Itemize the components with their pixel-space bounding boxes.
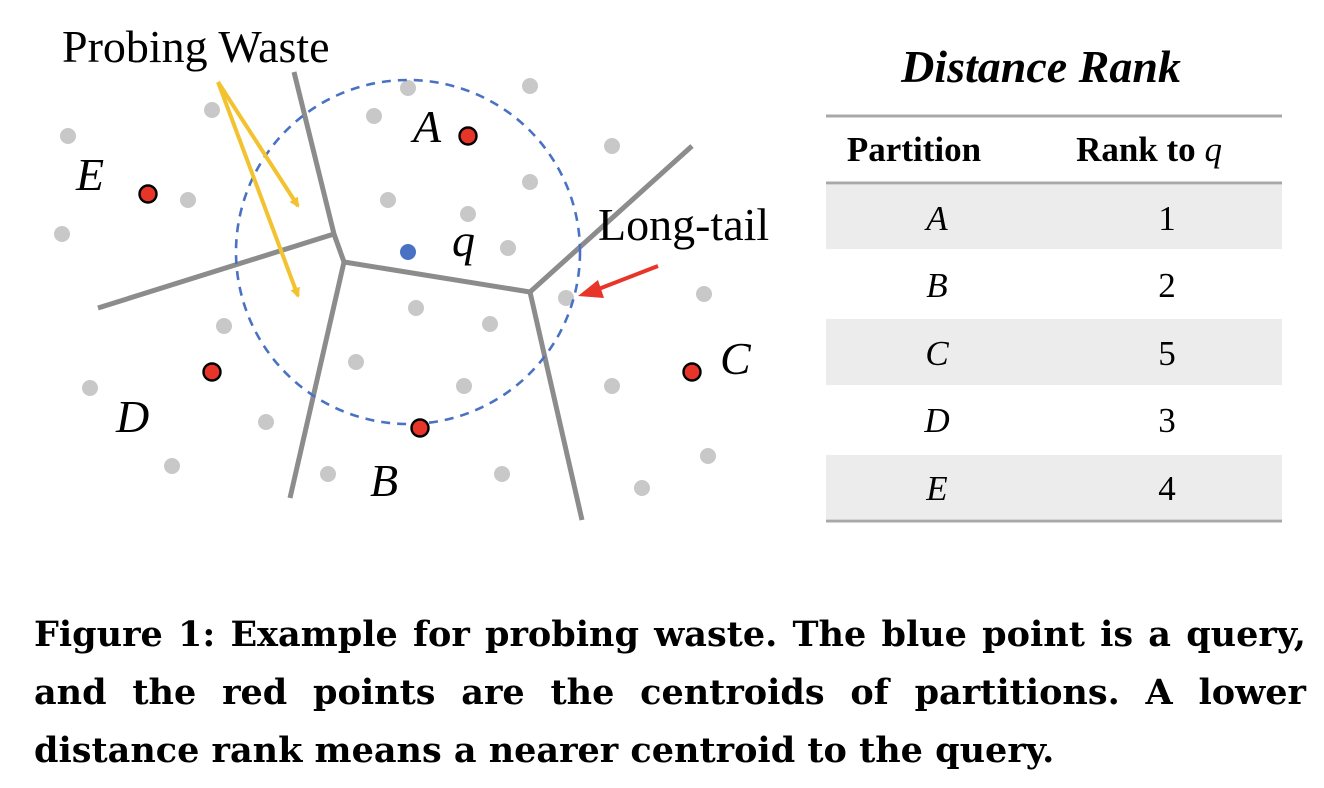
boundary-line [97,231,335,311]
long-tail-arrow [578,264,659,298]
table-title: Distance Rank [900,41,1181,92]
probing-waste-arrow [216,80,300,208]
probing-waste-arrows [216,80,300,298]
boundary-line [528,144,694,294]
data-point [348,354,364,370]
data-point [634,480,650,496]
centroid-c [682,362,702,382]
data-point [258,414,274,430]
header-rank: Rank to q [1076,130,1222,169]
row-a-rank: 1 [1158,199,1176,238]
data-point [54,226,70,242]
data-point [320,466,336,482]
probing-waste-label: Probing Waste [62,21,330,72]
row-d-partition: D [923,401,949,440]
figure-caption: Figure 1: Example for probing waste. The… [34,614,1306,771]
query-label: q [452,215,475,266]
data-point [558,290,574,306]
partition-label-a: A [410,101,442,152]
probing-waste-figure: A E D C B q Probing Waste Long-tail Dist… [54,21,1282,523]
row-c-rank: 5 [1158,334,1176,373]
data-point [82,380,98,396]
search-radius-circle [234,78,582,426]
long-tail-label: Long-tail [598,199,769,250]
partition-label-c: C [720,333,752,384]
data-point [164,458,180,474]
boundary-line [287,261,347,499]
data-point [180,192,196,208]
row-shade [826,455,1282,519]
data-point [522,78,538,94]
row-d-rank: 3 [1158,401,1176,440]
data-point [408,300,424,316]
row-e-rank: 4 [1158,469,1176,508]
data-point [494,466,510,482]
centroids [138,126,702,438]
data-point [400,80,416,96]
centroid-a [458,126,478,146]
row-c-partition: C [925,334,949,373]
row-b-partition: B [926,266,947,305]
data-point [216,318,232,334]
probing-waste-arrow [216,81,300,298]
data-point [696,286,712,302]
row-shade [826,185,1282,249]
boundary-line [343,259,531,295]
data-point [366,108,382,124]
query-point [400,244,416,260]
partition-label-b: B [370,455,398,506]
row-shade [826,319,1282,385]
data-point [482,316,498,332]
row-b-rank: 2 [1158,266,1176,305]
data-point [522,174,538,190]
boundary-line [527,291,585,521]
partition-label-e: E [75,149,104,200]
header-partition: Partition [847,130,981,169]
centroid-b [410,418,430,438]
row-e-partition: E [925,469,947,508]
data-point [204,102,220,118]
partition-label-d: D [115,391,149,442]
data-points [54,78,716,496]
partition-boundaries [97,71,694,521]
data-point [380,192,396,208]
data-point [60,128,76,144]
centroid-d [202,362,222,382]
row-a-partition: A [924,199,948,238]
data-point [456,378,472,394]
data-point [700,448,716,464]
data-point [604,378,620,394]
data-point [460,206,476,222]
distance-rank-table: Distance Rank Partition Rank to q A 1 B … [826,41,1282,523]
boundary-line [291,71,347,263]
data-point [500,240,516,256]
data-point [604,138,620,154]
centroid-e [138,184,158,204]
